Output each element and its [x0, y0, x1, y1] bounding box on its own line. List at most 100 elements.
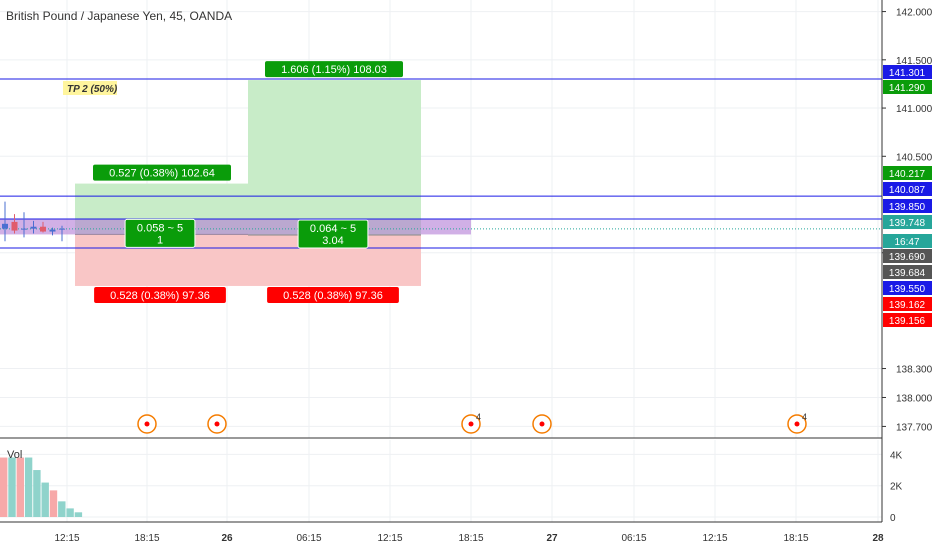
event-marker: 4: [461, 412, 481, 434]
price-tag-label: 139.850: [889, 202, 926, 213]
price-tag-label: 140.217: [889, 169, 926, 180]
price-axis-label: 138.000: [896, 393, 932, 404]
price-tag-label: 139.684: [889, 268, 926, 279]
price-axis-label: 141.000: [896, 104, 932, 115]
volume-bar: [24, 457, 33, 517]
event-marker: [207, 414, 227, 434]
range-highlight: [0, 219, 471, 235]
volume-bar: [49, 490, 58, 517]
price-tag-box: [883, 65, 932, 79]
time-axis-label: 18:15: [458, 533, 483, 544]
volume-bar: [74, 512, 83, 517]
chart-title: British Pound / Japanese Yen, 45, OANDA: [6, 9, 233, 23]
position-label: 0.064 ~ 5: [310, 223, 356, 235]
time-axis-label: 12:15: [54, 533, 79, 544]
price-axis-label: 141.500: [896, 56, 932, 67]
position-label: 0.528 (0.38%) 97.36: [110, 290, 210, 302]
volume-axis-label: 4K: [890, 450, 903, 461]
time-axis-label: 06:15: [296, 533, 321, 544]
price-tag-box: [883, 182, 932, 196]
price-tag-box: [883, 297, 932, 311]
volume-axis-label: 0: [890, 513, 896, 524]
candle-body: [21, 228, 27, 230]
price-tag-box: [883, 281, 932, 295]
position-label: 1: [157, 234, 163, 246]
time-axis-label: 28: [872, 533, 884, 544]
time-axis-label: 18:15: [783, 533, 808, 544]
candle-body: [2, 223, 8, 229]
loss-label-box: [267, 286, 399, 303]
price-tag: 139.690: [883, 249, 932, 263]
profit-label-box: [265, 61, 403, 78]
candle-body: [49, 229, 56, 232]
price-tag-label: 141.301: [889, 68, 926, 79]
price-tag: 139.850: [883, 199, 932, 213]
price-tag-box: [883, 249, 932, 263]
volume-bar: [16, 457, 24, 517]
price-tag-box: [883, 199, 932, 213]
price-tag: 139.156: [883, 313, 932, 327]
price-tag: 139.550: [883, 281, 932, 295]
price-tag-label: 139.690: [889, 252, 926, 263]
price-tag: 141.301: [883, 65, 932, 79]
price-tag: 139.748: [883, 215, 932, 229]
profit-zone: [248, 80, 421, 236]
price-axis-label: 142.000: [896, 8, 932, 19]
profit-label: 1.606 (1.15%) 108.03: [265, 61, 403, 78]
candle-body: [11, 221, 18, 231]
candle-body: [59, 228, 65, 230]
position-info: 0.058 ~ 51: [124, 218, 196, 248]
position-label: 0.527 (0.38%) 102.64: [109, 168, 215, 180]
volume-bar: [41, 482, 49, 517]
price-tag-box: [883, 215, 932, 229]
price-tag: 140.087: [883, 182, 932, 196]
time-axis-label: 12:15: [377, 533, 402, 544]
time-axis-label: 06:15: [621, 533, 646, 544]
event-marker: 4: [787, 412, 807, 434]
price-tag-label: 140.087: [889, 185, 926, 196]
volume-bar: [66, 508, 74, 517]
volume-bar: [0, 457, 8, 517]
time-axis-label: 18:15: [134, 533, 159, 544]
volume-bar: [8, 457, 16, 517]
position-label: 3.04: [322, 235, 343, 247]
price-tag-label: 139.748: [889, 218, 926, 229]
price-tag: 141.290: [883, 80, 932, 94]
position-label: 0.528 (0.38%) 97.36: [283, 290, 383, 302]
price-tag: 139.162: [883, 297, 932, 311]
loss-label: 0.528 (0.38%) 97.36: [267, 286, 399, 303]
volume-axis-label: 2K: [890, 482, 903, 493]
time-axis-label: 26: [221, 533, 233, 544]
position-info: 0.064 ~ 53.04: [297, 219, 369, 249]
event-marker: [532, 414, 552, 434]
event-marker-dot: [468, 421, 474, 427]
price-tag: 16:47: [883, 234, 932, 248]
tp-annotation-bg: [63, 81, 117, 95]
price-tag-box: [883, 313, 932, 327]
time-axis-label: 12:15: [702, 533, 727, 544]
candle-body: [40, 226, 46, 232]
price-axis-label: 137.700: [896, 422, 932, 433]
price-tag-label: 139.156: [889, 316, 926, 327]
profit-label-box: [93, 164, 231, 181]
position-info-box: [297, 219, 369, 249]
loss-label-box: [94, 286, 226, 303]
event-marker: [137, 414, 157, 434]
volume-bar: [58, 501, 66, 517]
volume-label: Vol: [7, 449, 22, 461]
loss-label: 0.528 (0.38%) 97.36: [94, 286, 226, 303]
candle-body: [30, 226, 37, 229]
price-axis-label: 138.300: [896, 365, 932, 376]
event-marker-count: 4: [802, 412, 807, 422]
time-axis-label: 27: [546, 533, 558, 544]
event-marker-dot: [794, 421, 800, 427]
price-tag-box: [883, 234, 932, 248]
volume-bar: [33, 470, 41, 517]
price-tag: 140.217: [883, 166, 932, 180]
event-marker-dot: [214, 421, 220, 427]
profit-label: 0.527 (0.38%) 102.64: [93, 164, 231, 181]
event-marker-count: 4: [476, 412, 481, 422]
price-tag-box: [883, 80, 932, 94]
